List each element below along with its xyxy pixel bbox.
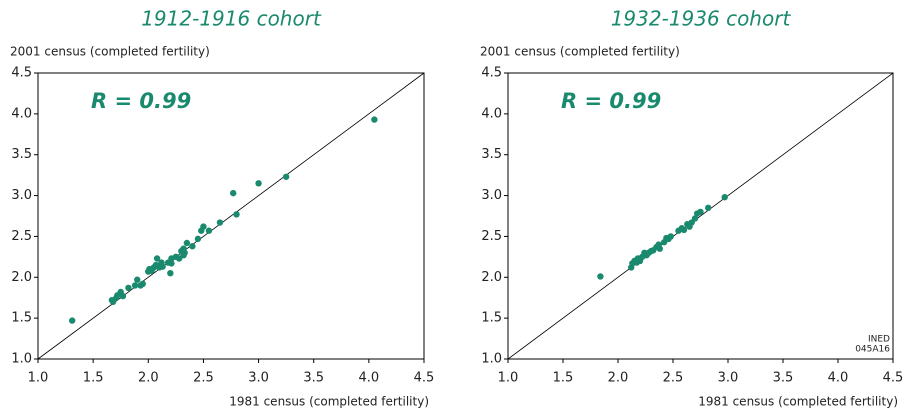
point	[175, 255, 183, 262]
point	[705, 204, 712, 212]
point	[205, 227, 213, 234]
y-tick-label: 4.0	[11, 106, 32, 121]
point	[255, 180, 262, 187]
x-tick-label: 1.5	[83, 371, 104, 386]
point	[68, 317, 76, 324]
y-tick-label: 3.0	[481, 188, 502, 203]
point	[194, 235, 202, 243]
chart-title: 1932-1936 cohort	[611, 7, 792, 31]
x-tick-label: 4.5	[414, 371, 435, 386]
x-tick-label: 2.5	[193, 371, 214, 386]
x-axis-label: 1981 census (completed fertility)	[698, 395, 898, 409]
point	[125, 284, 132, 292]
point	[159, 263, 166, 270]
point	[691, 215, 699, 222]
plot-frame	[507, 72, 894, 360]
x-tick-label: 4.5	[883, 371, 904, 386]
point	[597, 273, 604, 280]
diagonal-line	[37, 72, 425, 360]
y-axis-label: 2001 census (completed fertility)	[10, 45, 210, 59]
y-tick-label: 4.0	[481, 106, 502, 121]
note: INED	[868, 335, 890, 345]
point	[139, 280, 146, 288]
y-axis-label: 2001 census (completed fertility)	[480, 45, 680, 59]
y-tick-label: 3.0	[11, 188, 32, 203]
point	[233, 211, 240, 218]
point	[216, 219, 224, 226]
x-tick-label: 4.0	[828, 371, 849, 386]
point	[134, 276, 141, 283]
point	[167, 270, 174, 277]
y-tick-label: 2.0	[481, 270, 502, 285]
note: 045A16	[855, 345, 890, 355]
point	[721, 194, 728, 201]
y-tick-label: 1.0	[481, 352, 502, 367]
y-tick-label: 1.5	[11, 311, 32, 326]
diagonal-line	[507, 72, 894, 360]
point	[667, 233, 674, 240]
x-tick-label: 4.0	[359, 371, 380, 386]
y-tick-label: 3.5	[481, 147, 502, 162]
y-tick-label: 2.0	[11, 270, 32, 285]
x-tick-label: 2.5	[663, 371, 684, 386]
y-tick-label: 1.0	[11, 352, 32, 367]
x-tick-label: 3.0	[718, 371, 739, 386]
annotation: R = 0.99	[561, 89, 661, 113]
x-axis-label: 1981 census (completed fertility)	[229, 395, 429, 409]
x-tick-label: 3.5	[303, 371, 324, 386]
point	[131, 282, 139, 289]
point	[282, 173, 290, 180]
point	[200, 223, 207, 230]
x-tick-label: 2.0	[138, 371, 159, 386]
point	[183, 239, 191, 247]
annotation: R = 0.99	[91, 89, 191, 113]
y-tick-label: 1.5	[481, 311, 502, 326]
point	[697, 208, 704, 216]
y-tick-label: 4.5	[11, 66, 32, 81]
point	[680, 226, 688, 234]
point	[189, 243, 196, 250]
plot-frame	[37, 72, 425, 360]
x-tick-label: 1.0	[28, 371, 49, 386]
point	[181, 249, 188, 256]
x-tick-label: 2.0	[608, 371, 629, 386]
x-tick-label: 1.5	[553, 371, 574, 386]
point	[153, 255, 161, 262]
point	[230, 189, 237, 197]
y-tick-label: 2.5	[11, 229, 32, 244]
y-tick-label: 3.5	[11, 147, 32, 162]
y-tick-label: 2.5	[481, 229, 502, 244]
y-tick-label: 4.5	[481, 66, 502, 81]
point	[119, 292, 127, 300]
x-tick-label: 3.5	[773, 371, 794, 386]
point	[656, 245, 663, 252]
point	[168, 260, 175, 267]
point	[371, 116, 378, 123]
x-tick-label: 3.0	[248, 371, 269, 386]
chart-title: 1912-1916 cohort	[141, 7, 322, 31]
x-tick-label: 1.0	[498, 371, 519, 386]
